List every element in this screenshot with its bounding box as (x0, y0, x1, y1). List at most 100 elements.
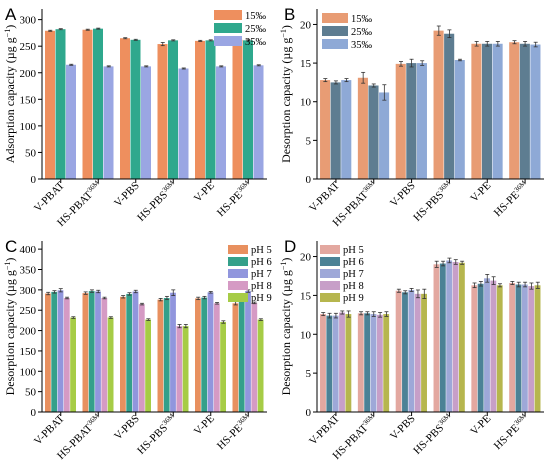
bar (379, 92, 390, 179)
bar (163, 298, 170, 412)
legend-swatch (228, 257, 248, 266)
bar (95, 291, 101, 412)
y-tick-label: 400 (20, 244, 37, 256)
legend-swatch (228, 269, 248, 278)
bar (339, 312, 345, 412)
category-label: HS-PE36M (491, 178, 532, 219)
legend-label: pH 6 (251, 257, 272, 268)
bar (477, 283, 484, 412)
y-tick-label: 200 (20, 68, 37, 80)
legend-label: 25‰ (351, 27, 373, 38)
bar (408, 289, 415, 412)
bar (332, 315, 339, 412)
panel-d: D 0 5 10 15 20 Desorption capacity (µg g−1) V-P… (279, 237, 544, 462)
y-tick-label: 200 (20, 326, 37, 338)
legend-label: 15‰ (245, 11, 267, 22)
bar (444, 33, 455, 180)
category-label: V-PBS (388, 180, 418, 210)
bar (232, 303, 239, 412)
category-label: V-PBS (112, 413, 142, 443)
legend-swatch (320, 245, 340, 254)
panel-b: B 0 5 10 15 20 Desorption capacity (µg g−1) V-P… (279, 5, 544, 229)
bar (471, 285, 478, 412)
bar (370, 314, 377, 412)
legend-swatch (214, 36, 242, 46)
y-axis-title: Desorption capacity (µg g−1) (279, 258, 293, 396)
bar (220, 322, 226, 412)
y-tick-label: 5 (306, 135, 312, 147)
bar (509, 282, 516, 412)
bar (406, 63, 417, 180)
y-tick-label: 300 (20, 285, 37, 297)
bar (107, 317, 114, 412)
y-tick-label: 0 (31, 407, 37, 419)
y-tick-label: 100 (20, 366, 37, 378)
legend-swatch (322, 13, 348, 23)
bar (439, 263, 446, 412)
category-label: V-PE (192, 412, 217, 437)
bar (238, 298, 245, 412)
bar (251, 302, 258, 412)
legend-swatch (214, 23, 242, 33)
bar (368, 85, 379, 179)
category-label: V-PBAT (307, 179, 342, 214)
bar (216, 66, 226, 180)
y-tick-label: 150 (20, 94, 37, 106)
bar (421, 293, 427, 412)
bar (195, 298, 201, 412)
legend-swatch (320, 269, 340, 278)
y-tick-label: 100 (20, 121, 37, 133)
legend-label: pH 5 (343, 245, 364, 256)
legend-label: pH 7 (251, 269, 272, 280)
bar (245, 291, 251, 412)
bar (320, 314, 326, 412)
bar (515, 284, 522, 412)
y-tick-label: 0 (306, 407, 312, 419)
y-tick-label: 10 (300, 97, 312, 109)
category-label: V-PE (192, 179, 217, 204)
bar (528, 286, 535, 412)
panel-letter: B (284, 5, 295, 24)
legend-swatch (320, 257, 340, 266)
y-tick-label: 15 (300, 290, 312, 302)
legend-swatch (228, 293, 248, 302)
category-label: HS-PBS36M (134, 411, 179, 456)
bar (51, 291, 58, 412)
y-axis-title: Desorption capacity (µg g−1) (279, 25, 293, 163)
bar (168, 40, 178, 180)
legend-swatch (322, 39, 348, 49)
bar (195, 40, 205, 180)
bar (101, 298, 108, 412)
bar (402, 292, 408, 412)
legend: pH 5pH 6pH 7pH 8pH 9 (320, 245, 364, 304)
bar (157, 44, 168, 180)
bar (345, 314, 352, 412)
y-tick-label: 250 (20, 305, 37, 317)
y-tick-label: 20 (300, 19, 312, 31)
bar (63, 298, 70, 412)
bar (521, 284, 528, 412)
bar (257, 319, 264, 412)
bar (170, 292, 176, 412)
bar (433, 30, 444, 179)
category-label: HS-PBS36M (134, 178, 179, 223)
bar (141, 66, 151, 180)
bar (82, 293, 89, 412)
bar (330, 82, 341, 179)
bar (534, 285, 541, 412)
category-label: V-PE (468, 412, 493, 437)
bar (232, 39, 243, 180)
bar (178, 68, 189, 179)
bar (481, 43, 493, 179)
bar (490, 280, 497, 412)
bar (395, 63, 406, 179)
bar (103, 66, 114, 180)
bar (213, 303, 220, 412)
bar (70, 317, 76, 412)
panel-letter: A (5, 5, 17, 24)
legend-label: pH 8 (251, 281, 272, 292)
legend-label: pH 6 (343, 257, 364, 268)
category-label: V-PE (468, 179, 493, 204)
legend-label: pH 7 (343, 269, 364, 280)
category-label: HS-PE36M (214, 411, 255, 452)
